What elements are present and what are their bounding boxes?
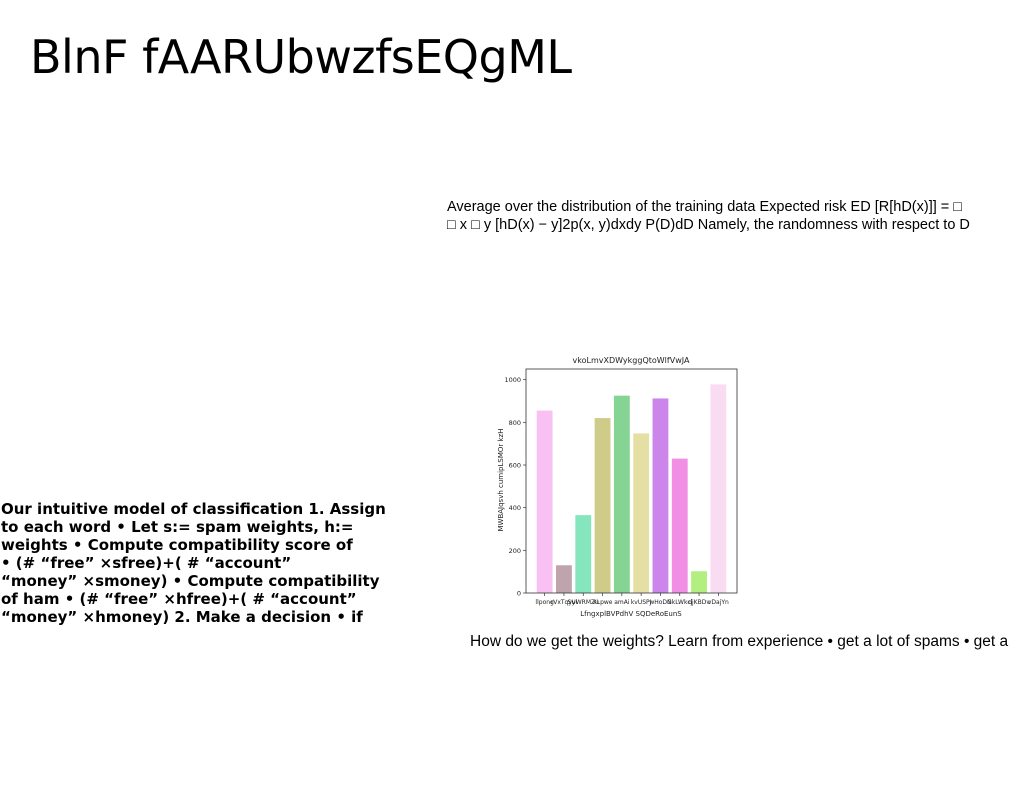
chart-y-axis-label: MWBAJqsvh cumipLSMOr kzH [497,429,505,532]
expected-risk-paragraph: Average over the distribution of the tra… [447,198,1024,234]
bar-llpong [536,410,553,593]
x-tick-label: djKBDv [688,599,710,606]
chart-title: vkoLmvXDWykggQtoWlfVwJA [573,356,690,365]
bar-amAi [613,395,630,593]
model-line: “money” ×smoney) • Compute compatibility [1,572,380,590]
x-tick-label: kvUSPJ [631,599,652,606]
model-line: “money” ×hmoney) 2. Make a decision • if [1,608,363,626]
y-tick-label: 0 [517,590,521,598]
bar-chart: vkoLmvXDWykggQtoWlfVwJA MWBAJqsvh cumipL… [493,350,743,622]
x-tick-label: rVxTqyyi [551,599,578,606]
chart-x-axis-label: LfngxplBVPdhV SQDeRoEunS [580,610,682,618]
model-line: • (# “free” ×sfree)+( # “account” [1,554,292,572]
x-tick-label: GkLWkcj [667,599,693,606]
chart-frame [525,368,738,594]
x-tick-label: XLpwe [593,599,613,606]
bar-kvUSPJ [633,433,650,593]
y-tick-label: 800 [509,419,521,427]
bar-djKBDv [691,571,707,593]
weights-paragraph: How do we get the weights? Learn from ex… [470,633,1009,650]
bar-XLpwe [594,418,611,593]
bar-SUWRMZu [575,515,592,593]
bar-chart-svg: vkoLmvXDWykggQtoWlfVwJA MWBAJqsvh cumipL… [497,356,738,618]
model-line: weights • Compute compatibility score of [1,536,353,554]
chart-plot-area: 0 200 400 600 800 1000 llpongrVxTqyyiSUWRMZuXL… [504,376,729,606]
y-tick-label: 1000 [504,376,521,384]
x-tick-label: llpong [535,599,554,606]
x-tick-label: SUWRMZu [568,599,600,606]
model-line: of ham • (# “free” ×hfree)+( # “account” [1,590,357,608]
bar-GkLWkcj [671,458,688,593]
x-tick-label: wHoDN [649,599,671,606]
model-line: Our intuitive model of classification 1.… [1,500,386,518]
model-line: to each word • Let s:= spam weights, h:= [1,518,354,536]
x-tick-label: amAi [614,599,630,606]
bar-vDajYn [710,384,727,593]
bar-rVxTqyyi [556,565,572,593]
expected-risk-line-1: Average over the distribution of the tra… [447,199,963,215]
y-tick-label: 600 [509,462,521,470]
expected-risk-line-2: □ x □ y [hD(x) − y]2p(x, y)dxdy P(D)dD N… [447,217,970,233]
y-tick-label: 400 [509,504,521,512]
classification-model-paragraph: Our intuitive model of classification 1.… [1,500,411,626]
x-tick-label: vDajYn [708,599,729,606]
y-tick-label: 200 [509,547,521,555]
slide-title: BlnF fAARUbwzfsEQgML [30,30,572,84]
bar-wHoDN [652,398,669,593]
